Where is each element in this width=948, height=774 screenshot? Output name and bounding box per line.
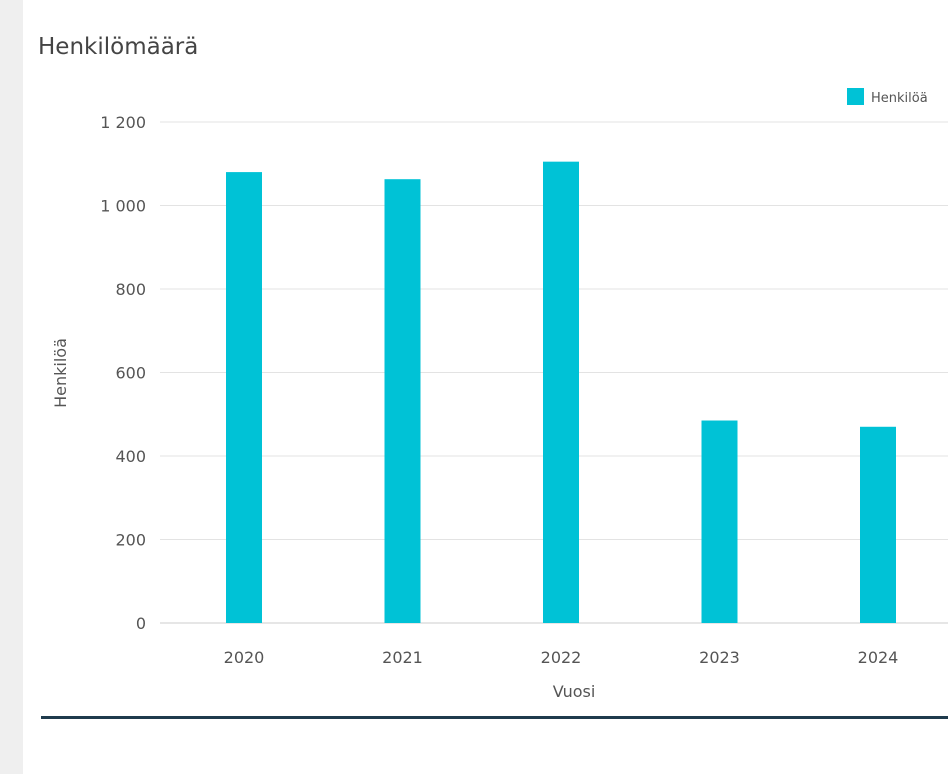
y-tick-label: 600 <box>115 364 146 383</box>
y-tick-label: 200 <box>115 531 146 550</box>
x-tick-label: 2023 <box>699 648 740 667</box>
bar-2020[interactable] <box>226 172 262 623</box>
legend-swatch <box>847 88 864 105</box>
y-tick-label: 1 200 <box>100 113 146 132</box>
left-sidebar-strip <box>0 0 23 774</box>
legend-label: Henkilöä <box>871 91 928 106</box>
chart-title: Henkilömäärä <box>38 34 199 60</box>
y-tick-label: 800 <box>115 280 146 299</box>
bar-2023[interactable] <box>701 420 738 623</box>
x-axis-title: Vuosi <box>553 682 596 701</box>
bottom-divider <box>41 716 948 719</box>
y-tick-label: 400 <box>115 447 146 466</box>
bars <box>226 161 896 623</box>
axes: 0 200 400 600 800 1 000 1 200 2020 2021 2022 2023 2… <box>100 113 898 667</box>
y-axis-title: Henkilöä <box>51 338 70 408</box>
bar-chart: 0 200 400 600 800 1 000 1 200 2020 2021 2022 2023 2… <box>51 88 948 701</box>
x-tick-label: 2021 <box>382 648 423 667</box>
x-tick-label: 2022 <box>541 648 582 667</box>
bar-2024[interactable] <box>860 426 896 623</box>
x-tick-label: 2024 <box>858 648 899 667</box>
legend[interactable]: Henkilöä <box>847 88 928 106</box>
x-tick-label: 2020 <box>224 648 265 667</box>
y-tick-label: 1 000 <box>100 197 146 216</box>
y-tick-label: 0 <box>136 614 146 633</box>
bar-2022[interactable] <box>543 161 579 623</box>
bar-2021[interactable] <box>384 179 421 623</box>
